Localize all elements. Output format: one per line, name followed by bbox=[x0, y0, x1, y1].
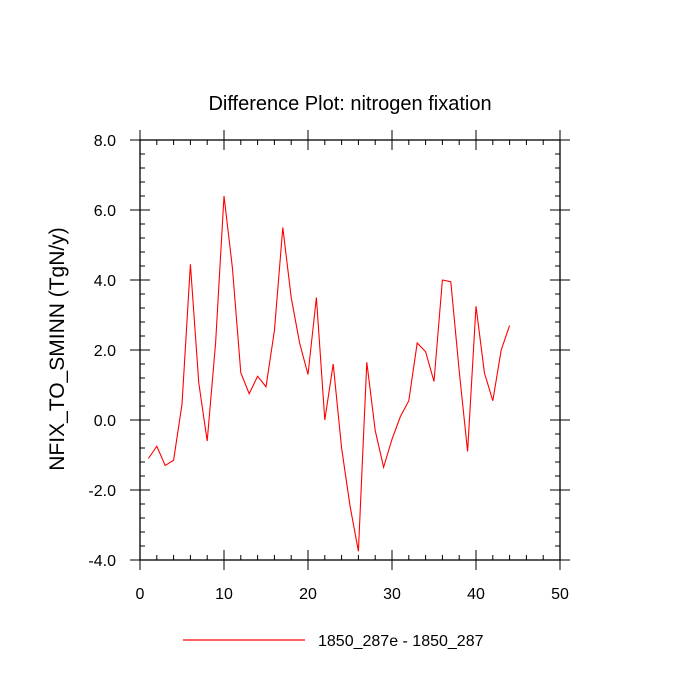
y-tick-label: -2.0 bbox=[88, 483, 116, 500]
y-tick-label: -4.0 bbox=[88, 553, 116, 570]
series-line bbox=[147, 195, 511, 552]
plot-frame bbox=[139, 139, 561, 561]
y-tick-label: 2.0 bbox=[94, 343, 116, 360]
y-tick-label: 8.0 bbox=[94, 133, 116, 150]
axis-ticks bbox=[130, 130, 570, 570]
y-tick-label: 6.0 bbox=[94, 203, 116, 220]
y-tick-label: 0.0 bbox=[94, 413, 116, 430]
x-tick-label: 50 bbox=[551, 586, 569, 603]
y-axis-label: NFIX_TO_SMINN (TgN/y) bbox=[46, 227, 69, 470]
x-tick-label: 30 bbox=[383, 586, 401, 603]
axis-tick-labels: 0 10 20 30 40 50 -4.0 -2.0 0.0 2.0 4.0 6.0 8.0 bbox=[88, 133, 569, 603]
legend-label: 1850_287e - 1850_287 bbox=[318, 633, 484, 650]
x-tick-label: 0 bbox=[136, 586, 145, 603]
x-tick-label: 20 bbox=[299, 586, 317, 603]
x-tick-label: 40 bbox=[467, 586, 485, 603]
chart-title: Difference Plot: nitrogen fixation bbox=[208, 93, 491, 115]
x-tick-label: 10 bbox=[215, 586, 233, 603]
y-tick-label: 4.0 bbox=[94, 273, 116, 290]
series-layer bbox=[147, 195, 511, 552]
